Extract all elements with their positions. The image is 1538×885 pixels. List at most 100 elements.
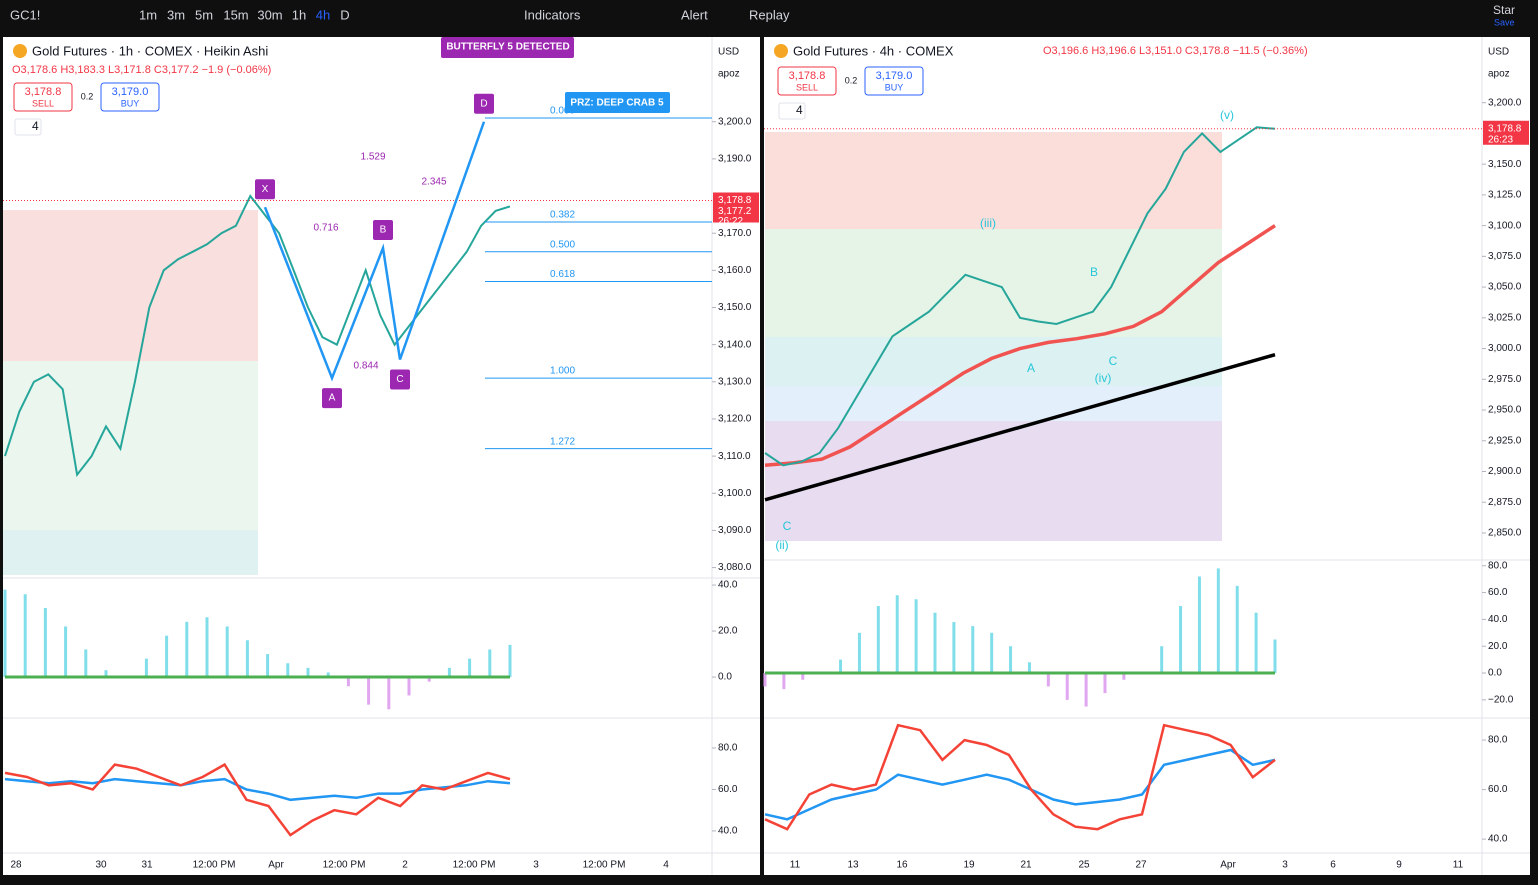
pattern-ratio: 0.716 [313, 223, 338, 234]
osc-bar [43, 608, 47, 678]
y-tick-label: 80.0 [1488, 735, 1508, 746]
currency[interactable]: USD [718, 47, 739, 58]
sell-label[interactable]: SELL [796, 82, 818, 92]
scale-mode[interactable]: apoz [1488, 69, 1510, 80]
pattern-point [390, 369, 410, 390]
y-tick-label: 3,100.0 [1488, 220, 1522, 231]
indicator-count[interactable]: 4 [32, 119, 39, 133]
x-tick-label: 21 [1020, 860, 1032, 871]
save-label[interactable]: Save [1494, 17, 1515, 27]
fib-label: 0.382 [550, 210, 575, 221]
ma-line [764, 224, 1276, 468]
fib-label: 1.000 [550, 366, 575, 377]
y-tick-label: 3,150.0 [1488, 159, 1522, 170]
exchange-icon [774, 44, 788, 58]
ma-line [764, 353, 1276, 502]
y-tick-label: 3,090.0 [718, 525, 752, 536]
osc-bar [1027, 662, 1031, 674]
y-tick-label: 2,925.0 [1488, 435, 1522, 446]
collapse-button[interactable] [778, 102, 806, 120]
fib-label: 0.618 [550, 269, 575, 280]
rsi-line [764, 723, 1276, 831]
osc-bar [1273, 639, 1277, 674]
osc-bar [245, 640, 249, 678]
scale-mode[interactable]: apoz [718, 69, 740, 80]
rsi-line [4, 777, 511, 802]
y-tick-label: 60.0 [718, 784, 738, 795]
x-tick-label: 9 [1396, 860, 1402, 871]
x-tick-label: 11 [1453, 860, 1464, 871]
x-tick-label: 6 [1330, 860, 1336, 871]
collapse-button[interactable] [14, 118, 42, 136]
ohlc: O3,178.6 H3,183.3 L3,171.8 C3,177.2 −1.9… [12, 64, 271, 76]
x-tick-label: 12:00 PM [323, 860, 366, 871]
interval-button[interactable]: D [340, 7, 349, 22]
osc-bar [1065, 673, 1069, 700]
osc-bar [876, 605, 880, 674]
sell-button[interactable] [777, 66, 837, 96]
osc-bar [346, 677, 350, 687]
indicator-count[interactable]: 4 [796, 103, 803, 117]
interval-button[interactable]: 1h [292, 7, 306, 22]
sell-label[interactable]: SELL [32, 98, 54, 108]
x-tick-label: 3 [1282, 860, 1288, 871]
x-tick-label: 2 [402, 860, 408, 871]
buy-button[interactable] [864, 66, 924, 96]
quantity: 0.2 [845, 75, 858, 85]
osc-bar [165, 635, 169, 678]
pattern-point-label: C [396, 374, 403, 385]
buy-button[interactable] [100, 82, 160, 112]
y-tick-label: 3,200.0 [1488, 97, 1522, 108]
interval-button[interactable]: 3m [167, 7, 185, 22]
y-tick-label: 3,050.0 [1488, 282, 1522, 293]
pattern-point [255, 179, 275, 200]
osc-bar [185, 621, 189, 678]
osc-bar [427, 677, 431, 682]
osc-bar [3, 589, 7, 678]
osc-bar [1197, 576, 1201, 674]
sell-price[interactable]: 3,178.8 [789, 70, 826, 82]
wave-label: (v) [1220, 108, 1234, 122]
y-tick-label: 20.0 [718, 626, 738, 637]
y-tick-label: 80.0 [718, 743, 738, 754]
last-price: 3,178.8 [1488, 123, 1522, 134]
wave-label: (iii) [980, 216, 996, 230]
interval-button[interactable]: 15m [223, 7, 248, 22]
star-button[interactable]: Star [1493, 3, 1515, 17]
y-tick-label: 2,900.0 [1488, 466, 1522, 477]
osc-bar [266, 654, 270, 678]
y-tick-label: 0.0 [718, 672, 732, 683]
x-tick-label: 31 [141, 860, 153, 871]
osc-bar [407, 677, 411, 696]
currency[interactable]: USD [1488, 47, 1509, 58]
sell-price[interactable]: 3,178.8 [25, 86, 62, 98]
osc-bar [225, 626, 229, 678]
osc-bar [895, 595, 899, 674]
y-tick-label: 3,130.0 [718, 376, 752, 387]
alert-button[interactable]: Alert [681, 7, 708, 22]
replay-button[interactable]: Replay [749, 7, 790, 22]
interval-button[interactable]: 30m [257, 7, 282, 22]
zone [765, 386, 1222, 421]
symbol[interactable]: GC1! [10, 7, 40, 22]
interval-button[interactable]: 1m [139, 7, 157, 22]
osc-bar [1046, 673, 1050, 687]
buy-price[interactable]: 3,179.0 [112, 86, 149, 98]
pattern-ratio: 1.529 [360, 152, 385, 163]
interval-button[interactable]: 5m [195, 7, 213, 22]
buy-price[interactable]: 3,179.0 [876, 70, 913, 82]
buy-label[interactable]: BUY [121, 98, 140, 108]
sell-button[interactable] [13, 82, 73, 112]
quantity: 0.2 [81, 91, 94, 101]
osc-bar [508, 644, 512, 678]
osc-bar [914, 599, 918, 674]
osc-bar [306, 667, 310, 678]
osc-bar [104, 670, 108, 678]
interval-button[interactable]: 4h [316, 7, 330, 22]
y-tick-label: 3,100.0 [718, 488, 752, 499]
osc-bar [782, 673, 786, 690]
indicators-button[interactable]: Indicators [524, 7, 581, 22]
countdown: 26:23 [1488, 134, 1513, 145]
pattern-point [322, 388, 342, 409]
buy-label[interactable]: BUY [885, 82, 904, 92]
